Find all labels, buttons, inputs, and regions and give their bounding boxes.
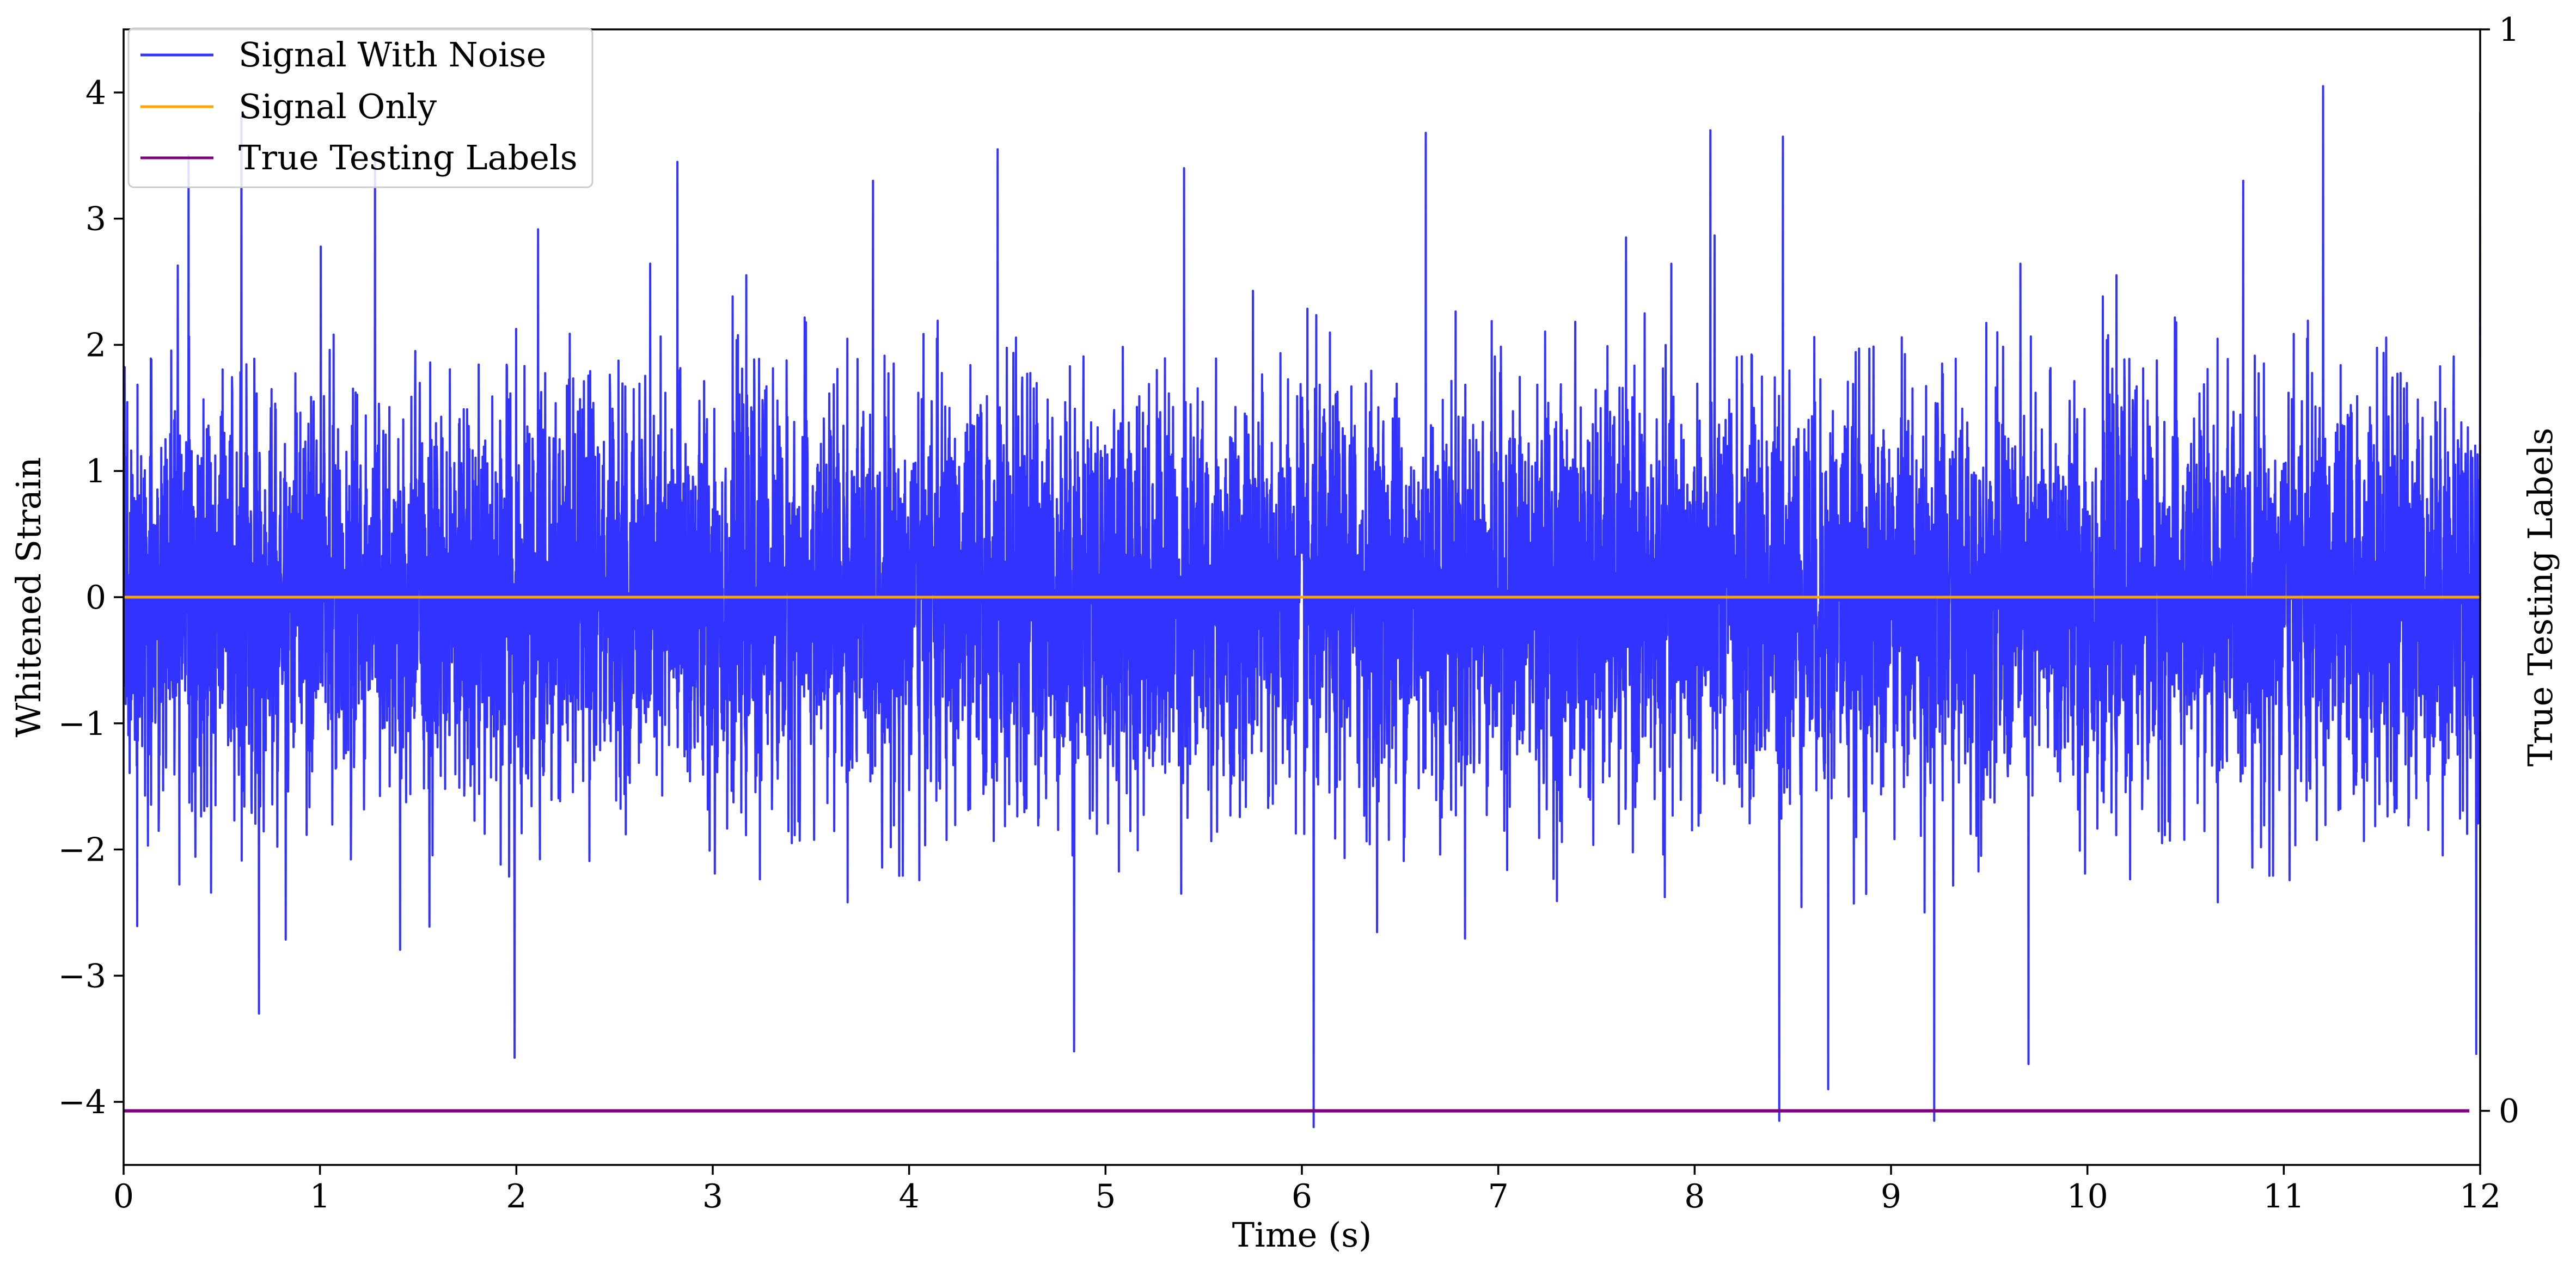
legend-label-true-testing-labels: True Testing Labels [238, 138, 578, 177]
x-tick-label: 12 [2459, 1177, 2501, 1216]
x-tick-label: 1 [310, 1177, 331, 1216]
y2-tick-label: 1 [2499, 11, 2519, 49]
x-tick-label: 2 [506, 1177, 527, 1216]
y-tick-label: 1 [85, 452, 106, 490]
y-tick-label: −4 [58, 1083, 106, 1121]
x-tick-label: 5 [1095, 1177, 1116, 1216]
legend: Signal With Noise Signal Only True Testi… [127, 27, 593, 188]
y2-axis-title: True Testing Labels [2520, 428, 2560, 767]
x-tick-label: 9 [1881, 1177, 1901, 1216]
x-tick-label: 4 [899, 1177, 920, 1216]
y2-tick-label: 0 [2499, 1093, 2519, 1131]
y-tick-label: 2 [85, 326, 106, 364]
y-axis-title: Whitened Strain [9, 457, 48, 738]
legend-label-signal-only: Signal Only [238, 87, 437, 126]
x-tick-label: 0 [113, 1177, 134, 1216]
signal-with-noise-path [124, 85, 2480, 1128]
legend-label-signal-with-noise: Signal With Noise [238, 35, 546, 75]
signal-with-noise-line [124, 85, 2480, 1128]
y-tick-label: 4 [85, 74, 106, 112]
y-tick-label: 3 [85, 200, 106, 238]
y-tick-label: −2 [58, 831, 106, 869]
y-tick-label: −3 [58, 957, 106, 995]
x-tick-label: 6 [1292, 1177, 1312, 1216]
x-tick-label: 7 [1488, 1177, 1509, 1216]
y-tick-label: 0 [85, 579, 106, 617]
y-axis-right: 10 [2480, 11, 2519, 1131]
x-tick-label: 3 [702, 1177, 723, 1216]
legend-box [127, 27, 593, 188]
x-tick-label: 8 [1684, 1177, 1705, 1216]
y-axis-left: 4 3 2 1 0 −1 −2 −3 −4 [58, 74, 124, 1121]
x-tick-label: 10 [2066, 1177, 2108, 1216]
x-axis-title: Time (s) [1232, 1215, 1372, 1255]
x-tick-label: 11 [2263, 1177, 2304, 1216]
x-axis: 0 1 2 3 4 5 6 7 8 9 10 11 12 [113, 1165, 2501, 1216]
y-tick-label: −1 [58, 705, 106, 743]
